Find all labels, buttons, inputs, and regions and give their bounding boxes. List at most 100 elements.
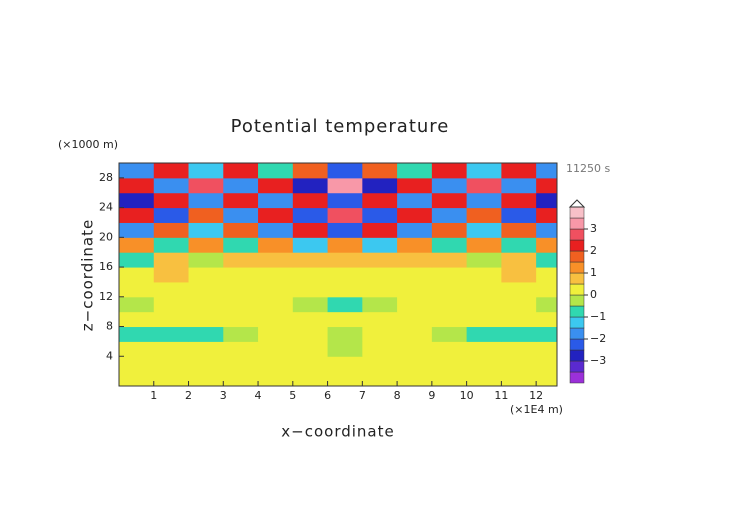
cell <box>466 326 502 342</box>
field <box>119 163 557 386</box>
cell <box>292 371 329 386</box>
cell <box>397 252 433 268</box>
cell <box>223 222 259 238</box>
cell <box>292 207 329 223</box>
cell <box>501 296 537 313</box>
colorbar-band <box>569 250 585 263</box>
cell <box>223 371 259 386</box>
cell <box>153 163 190 179</box>
cell <box>119 311 155 328</box>
cell <box>362 371 398 386</box>
cell <box>536 222 557 238</box>
cell <box>223 311 259 328</box>
colorbar-band <box>569 217 585 230</box>
cell <box>188 341 224 357</box>
cell <box>292 222 329 238</box>
colorbar-tick-label: −2 <box>590 332 606 345</box>
cell <box>501 207 537 223</box>
cell <box>223 281 259 298</box>
cell <box>397 177 433 194</box>
cell <box>536 356 557 372</box>
cell <box>188 207 224 223</box>
cell <box>362 252 398 268</box>
cell <box>536 207 557 223</box>
cell <box>501 341 537 357</box>
cell <box>466 356 502 372</box>
cell <box>153 296 190 313</box>
cell <box>431 371 468 386</box>
cell <box>466 192 502 209</box>
cell <box>501 371 537 386</box>
cell <box>501 281 537 298</box>
cell <box>119 222 155 238</box>
y-tick-label: 12 <box>99 290 113 303</box>
cell <box>397 207 433 223</box>
cell <box>119 163 155 179</box>
cell <box>258 356 294 372</box>
cell <box>327 296 363 313</box>
cell <box>501 311 537 328</box>
cell <box>188 311 224 328</box>
cell <box>431 192 468 209</box>
cell <box>153 252 190 268</box>
y-tick-label: 20 <box>99 230 113 243</box>
cell <box>119 177 155 194</box>
cell <box>431 326 468 342</box>
cell <box>292 296 329 313</box>
cell <box>292 163 329 179</box>
cell <box>466 371 502 386</box>
cell <box>292 341 329 357</box>
cell <box>536 237 557 253</box>
x-tick-label: 11 <box>494 389 508 402</box>
x-tick-label: 12 <box>529 389 543 402</box>
cell <box>119 281 155 298</box>
cell <box>536 163 557 179</box>
cell <box>362 177 398 194</box>
cell <box>327 237 363 253</box>
cell <box>153 267 190 283</box>
cell <box>466 207 502 223</box>
colorbar-tick-label: 1 <box>590 266 597 279</box>
cell <box>292 267 329 283</box>
cell <box>223 163 259 179</box>
cell <box>362 296 398 313</box>
cell <box>536 311 557 328</box>
cell <box>536 341 557 357</box>
cell <box>188 237 224 253</box>
cell <box>258 192 294 209</box>
cell <box>153 237 190 253</box>
cell <box>536 326 557 342</box>
cell <box>153 341 190 357</box>
cell <box>466 163 502 179</box>
cell <box>431 207 468 223</box>
cell <box>223 252 259 268</box>
colorbar-band <box>569 316 585 329</box>
chart-title: Potential temperature <box>231 116 450 137</box>
cell <box>258 163 294 179</box>
cell <box>327 267 363 283</box>
cell <box>327 177 363 194</box>
cell <box>362 281 398 298</box>
cell <box>397 267 433 283</box>
cell <box>119 237 155 253</box>
cell <box>397 237 433 253</box>
cell <box>362 267 398 283</box>
x-tick-label: 6 <box>324 389 331 402</box>
cell <box>153 192 190 209</box>
cell <box>466 237 502 253</box>
x-unit-label: (×1E4 m) <box>510 403 563 416</box>
colorbar-band <box>569 327 585 340</box>
cell <box>258 252 294 268</box>
cell <box>223 296 259 313</box>
cell <box>536 192 557 209</box>
x-tick-label: 7 <box>359 389 366 402</box>
cell <box>397 281 433 298</box>
cell <box>362 192 398 209</box>
colorbar-band <box>569 283 585 296</box>
cell <box>292 177 329 194</box>
cell <box>153 281 190 298</box>
cell <box>188 163 224 179</box>
cell <box>501 356 537 372</box>
cell <box>327 371 363 386</box>
cell <box>188 296 224 313</box>
